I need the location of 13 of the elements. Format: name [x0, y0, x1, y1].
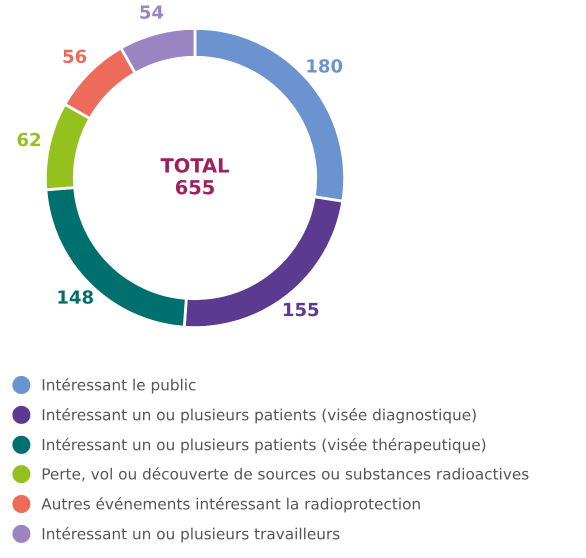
data-label: 54	[140, 5, 164, 19]
legend-label: Autres événements intéressant la radioprotection	[41, 497, 420, 513]
data-label: 180	[307, 59, 342, 73]
legend-label: Perte, vol ou découverte de sources ou substances radioactives	[42, 467, 528, 482]
data-label: 62	[18, 132, 40, 146]
legend-label: Intéressant le public	[42, 378, 196, 394]
text: TOTAL 655	[160, 158, 229, 195]
data-label: 56	[63, 50, 86, 64]
legend-label: Intéressant un ou plusieurs patients (visée diagnostique)	[42, 408, 476, 424]
data-label: 155	[284, 302, 318, 316]
data-label: 148	[58, 290, 93, 304]
legend-label: Intéressant un ou plusieurs patients (visée thérapeutique)	[42, 438, 486, 454]
legend-label: Intéressant un ou plusieurs travailleurs	[42, 527, 340, 542]
